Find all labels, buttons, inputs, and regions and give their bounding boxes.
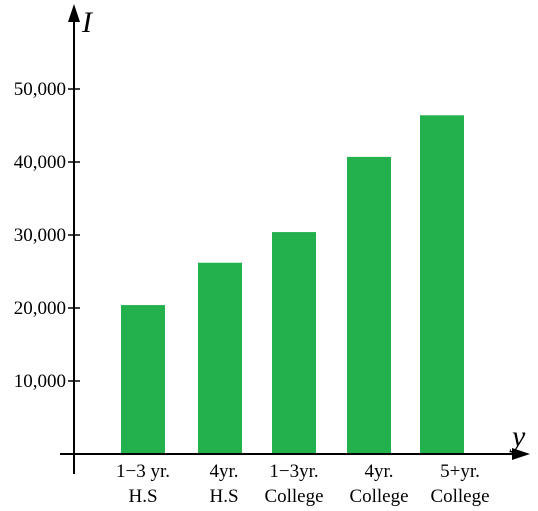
axes-group xyxy=(60,4,530,474)
y-tick-label: 40,000 xyxy=(14,152,66,173)
x-category-label: 5+yr. xyxy=(440,461,480,482)
x-category-label: 4yr. xyxy=(364,461,393,482)
x-axis-title: y xyxy=(509,420,526,453)
x-category-label: 1−3yr. xyxy=(269,461,318,482)
bars-group xyxy=(121,115,464,454)
y-ticks-group: 10,000 20,000 30,000 40,000 50,000 xyxy=(14,79,80,392)
bar-4 xyxy=(347,156,391,454)
bar-2 xyxy=(198,262,242,454)
y-axis-title: I xyxy=(81,6,94,39)
y-tick-label: 30,000 xyxy=(14,225,66,246)
x-category-label: College xyxy=(430,486,489,507)
y-tick-label: 20,000 xyxy=(14,298,66,319)
bar-5 xyxy=(420,115,464,454)
x-category-label: College xyxy=(349,486,408,507)
bar-3 xyxy=(272,232,316,454)
x-axis-arrow xyxy=(512,448,530,460)
y-axis-arrow xyxy=(68,4,80,22)
x-labels-group: 1−3 yr. H.S 4yr. H.S 1−3yr. College 4yr. Colleg… xyxy=(116,461,490,507)
y-tick-label: 50,000 xyxy=(14,79,66,100)
y-tick-label: 10,000 xyxy=(14,371,66,392)
x-category-label: H.S xyxy=(128,486,157,507)
x-category-label: 1−3 yr. xyxy=(116,461,170,482)
bar-1 xyxy=(121,305,165,454)
x-category-label: 4yr. xyxy=(209,461,238,482)
x-category-label: H.S xyxy=(209,486,238,507)
x-category-label: College xyxy=(264,486,323,507)
